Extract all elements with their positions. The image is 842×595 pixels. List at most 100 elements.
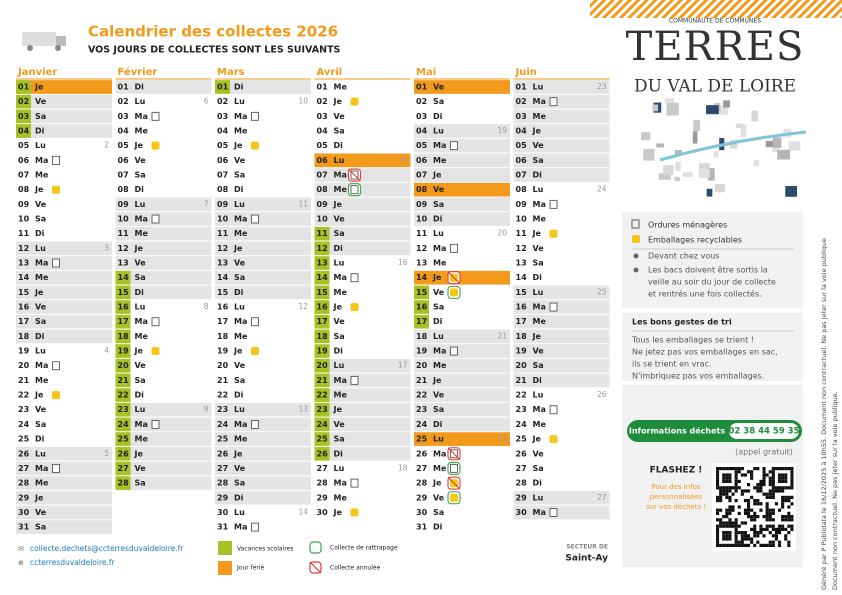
day-row (215, 226, 311, 241)
weekday: Me (35, 479, 49, 488)
day-row (215, 270, 311, 285)
day-number: 24 (516, 420, 528, 429)
qr-cell (771, 495, 775, 499)
qr-cell (743, 534, 747, 538)
weekday: Lu (533, 185, 544, 194)
day-number: 01 (118, 83, 130, 92)
day-row (16, 388, 112, 402)
qr-cell (771, 486, 775, 490)
weekday: Di (334, 141, 344, 150)
qr-cell (765, 524, 769, 528)
qr-cell (753, 518, 757, 522)
qr-cell (728, 479, 732, 483)
day-number: 01 (18, 83, 30, 92)
day-row (414, 168, 510, 182)
day-row (513, 182, 610, 197)
qr-cell (781, 473, 785, 477)
day-row (314, 270, 411, 285)
om-icon (52, 258, 60, 268)
day-number: 08 (416, 185, 428, 194)
weekday: Di (135, 391, 145, 400)
qr-cell (787, 499, 791, 503)
day-row (215, 168, 311, 182)
qr-cell (731, 486, 735, 490)
day-row (414, 446, 510, 461)
vacances-cell (16, 80, 31, 94)
vacances-cell (314, 285, 330, 300)
day-row (513, 124, 610, 138)
qr-cell (753, 515, 757, 519)
om-icon (549, 405, 558, 415)
day-number: 05 (217, 141, 229, 150)
svg-text:⊕: ⊕ (18, 559, 24, 567)
weekday: Sa (433, 405, 444, 414)
qr-cell (740, 521, 744, 525)
day-row (314, 197, 411, 212)
qr-cell (778, 540, 782, 544)
logo-sub: DU VAL DE LOIRE (634, 77, 796, 97)
week-number: 27 (597, 493, 607, 502)
om-icon (52, 361, 60, 371)
mosaic-tile (723, 100, 731, 108)
weekday: Ma (35, 464, 48, 473)
day-row (414, 358, 510, 373)
day-number: 04 (516, 127, 528, 136)
weekday: Ve (433, 185, 445, 194)
weekday: Di (433, 523, 443, 532)
day-row (215, 197, 311, 212)
weekday: Ve (35, 200, 47, 209)
day-row (115, 94, 212, 109)
day-number: 14 (118, 273, 130, 282)
weekday: Di (334, 244, 344, 253)
qr-cell (774, 502, 778, 506)
qr-cell (778, 508, 782, 512)
qr-cell (781, 495, 785, 499)
qr-cell (750, 540, 754, 544)
qr-cell (787, 467, 791, 471)
weekday: Lu (35, 449, 46, 458)
qr-cell (781, 527, 785, 531)
qr-cell (734, 543, 738, 547)
day-row (513, 358, 610, 373)
weekday: Sa (433, 200, 444, 209)
qr-cell (737, 531, 741, 535)
day-number: 08 (317, 185, 329, 194)
weekday: Ve (334, 215, 346, 224)
qr-cell (790, 473, 794, 477)
mosaic-tile (643, 149, 655, 161)
week-number: 4 (104, 346, 109, 355)
qr-cell (747, 515, 751, 519)
qr-cell (768, 479, 772, 483)
qr-cell (722, 534, 726, 538)
qr-cell (784, 467, 788, 471)
qr-cell (734, 521, 738, 525)
weekday: Ma (234, 215, 247, 224)
day-number: 19 (217, 347, 229, 356)
qr-cell (719, 467, 723, 471)
day-row (513, 212, 610, 226)
qr-cell (771, 473, 775, 477)
mosaic-tile (730, 139, 738, 149)
day-row (414, 490, 510, 505)
weekday: Lu (35, 347, 46, 356)
day-row (16, 402, 112, 417)
day-row (215, 461, 311, 476)
om-icon (151, 214, 160, 224)
day-number: 26 (317, 449, 329, 458)
day-row (513, 153, 610, 168)
day-row (16, 197, 112, 212)
qr-cell (762, 543, 766, 547)
qr-cell (771, 527, 775, 531)
qr-cell (747, 489, 751, 493)
vacances-cell (115, 432, 131, 446)
qr-cell (753, 524, 757, 528)
qr-cell (771, 543, 775, 547)
weekday: Di (135, 83, 145, 92)
qr-cell (790, 502, 794, 506)
day-number: 24 (217, 420, 229, 429)
day-number: 29 (317, 493, 329, 502)
qr-cell (728, 521, 732, 525)
qr-cell (778, 543, 782, 547)
day-row (513, 94, 610, 109)
weekday: Me (35, 171, 49, 180)
